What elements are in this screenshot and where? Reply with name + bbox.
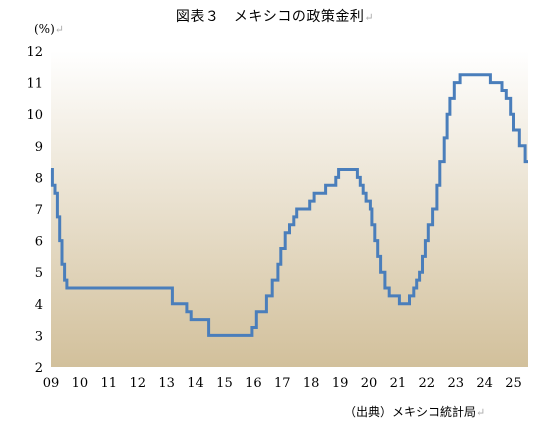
x-tick-label: 11 [101,376,118,391]
source-text: （出典）メキシコ統計局 [344,405,477,419]
return-mark-title: ↵ [364,11,375,24]
x-tick-label: 10 [72,376,89,391]
x-tick-label: 22 [419,376,436,391]
source-note: （出典）メキシコ統計局↵ [344,403,485,420]
y-tick-label: 7 [35,203,43,218]
plot-area-background [51,51,528,367]
y-axis-unit-text: (%) [34,22,55,36]
x-tick-label: 17 [274,376,291,391]
y-tick-label: 8 [35,171,43,186]
y-tick-label: 3 [35,329,43,344]
y-tick-label: 4 [35,298,43,313]
y-tick-label: 5 [35,266,43,281]
x-tick-label: 16 [245,376,262,391]
x-tick-label: 18 [303,376,320,391]
policy-rate-series-line [50,73,528,337]
y-tick-label: 12 [26,45,43,60]
return-mark-unit: ↵ [54,23,64,36]
y-tick-label: 9 [35,140,43,155]
x-tick-label: 12 [129,376,146,391]
chart-title: 図表３ メキシコの政策金利↵ [0,6,550,26]
chart-title-text: 図表３ メキシコの政策金利 [175,9,365,25]
x-tick-label: 13 [158,376,175,391]
y-axis-ticks: 2 3 4 5 6 7 8 9 10 11 12 [26,45,43,376]
x-tick-label: 15 [216,376,233,391]
x-axis-ticks: 09 10 11 12 13 14 15 16 17 18 19 20 21 22 23 24 25 [43,376,522,391]
x-tick-label: 14 [187,376,204,391]
x-tick-label: 21 [390,376,407,391]
x-tick-label: 24 [476,376,493,391]
y-axis-unit-label: (%)↵ [34,22,64,36]
y-tick-label: 10 [26,108,43,123]
x-tick-label: 19 [332,376,349,391]
x-tick-label: 20 [361,376,378,391]
x-tick-label: 23 [447,376,464,391]
y-tick-label: 11 [26,77,43,92]
y-tick-label: 2 [35,361,43,376]
return-mark-source: ↵ [476,406,486,419]
y-tick-label: 6 [35,235,43,250]
x-tick-label: 25 [505,376,522,391]
x-tick-label: 09 [43,376,60,391]
